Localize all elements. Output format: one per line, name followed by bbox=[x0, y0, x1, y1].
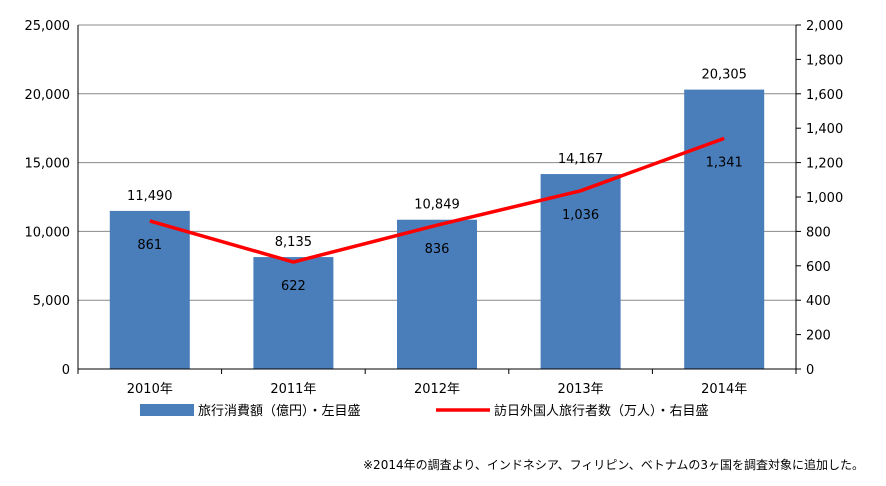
bar bbox=[253, 257, 334, 369]
footnote: ※2014年の調査より、インドネシア、フィリピン、ベトナムの3ヶ国を調査対象に追… bbox=[363, 457, 864, 472]
left-axis-tick-label: 15,000 bbox=[25, 157, 71, 172]
line-value-label: 1,036 bbox=[562, 208, 599, 223]
legend-bar-label: 旅行消費額（億円）・左目盛 bbox=[198, 403, 361, 419]
bar-series bbox=[109, 89, 765, 369]
bar bbox=[109, 210, 190, 369]
bar bbox=[397, 219, 477, 369]
x-axis-tick-label: 2013年 bbox=[558, 382, 604, 397]
right-axis-tick-label: 2,000 bbox=[806, 19, 843, 34]
bar-value-label: 20,305 bbox=[701, 68, 747, 83]
line-path bbox=[149, 136, 725, 264]
left-axis-tick-label: 20,000 bbox=[25, 88, 71, 103]
right-axis-tick-label: 1,000 bbox=[806, 191, 843, 206]
left-axis-tick-label: 10,000 bbox=[25, 225, 71, 240]
left-axis-tick-label: 5,000 bbox=[33, 294, 70, 309]
gridlines bbox=[78, 24, 796, 301]
bar-value-label: 8,135 bbox=[275, 235, 312, 250]
right-axis-tick-label: 600 bbox=[806, 260, 831, 275]
legend-bar-swatch bbox=[140, 404, 194, 416]
right-axis-tick-label: 400 bbox=[806, 294, 831, 309]
line-value-label: 861 bbox=[137, 238, 162, 253]
bar-value-label: 14,167 bbox=[558, 152, 604, 167]
bar-value-label: 10,849 bbox=[414, 198, 460, 213]
right-axis-tick-label: 0 bbox=[806, 363, 814, 378]
legend: 旅行消費額（億円）・左目盛 訪日外国人旅行者数（万人）・右目盛 bbox=[140, 403, 709, 419]
axes: 0 5,000 10,000 15,000 20,000 25,000 0 200 400 600… bbox=[25, 19, 844, 397]
x-axis-tick-label: 2014年 bbox=[701, 382, 747, 397]
right-axis-tick-label: 1,800 bbox=[806, 53, 843, 68]
line-value-label: 836 bbox=[425, 242, 450, 257]
x-axis-tick-label: 2012年 bbox=[414, 382, 460, 397]
right-axis-tick-label: 1,200 bbox=[806, 157, 843, 172]
line-value-label: 1,341 bbox=[706, 155, 743, 170]
x-axis-tick-label: 2010年 bbox=[127, 382, 173, 397]
left-axis-tick-label: 0 bbox=[62, 363, 70, 378]
right-axis-tick-label: 1,600 bbox=[806, 88, 843, 103]
line-series bbox=[149, 136, 725, 264]
bar bbox=[540, 174, 621, 369]
left-axis-tick-label: 25,000 bbox=[25, 19, 71, 34]
line-value-label: 622 bbox=[281, 279, 306, 294]
x-axis-tick-label: 2011年 bbox=[270, 382, 316, 397]
right-axis-tick-label: 1,400 bbox=[806, 122, 843, 137]
bar-value-label: 11,490 bbox=[127, 189, 173, 204]
legend-line-label: 訪日外国人旅行者数（万人）・右目盛 bbox=[494, 403, 709, 419]
right-axis-tick-label: 200 bbox=[806, 329, 831, 344]
right-axis-tick-label: 800 bbox=[806, 225, 831, 240]
data-labels: 11,490 8,135 10,849 14,167 20,305 861 622 836 1,… bbox=[127, 68, 747, 294]
bar bbox=[684, 89, 765, 369]
